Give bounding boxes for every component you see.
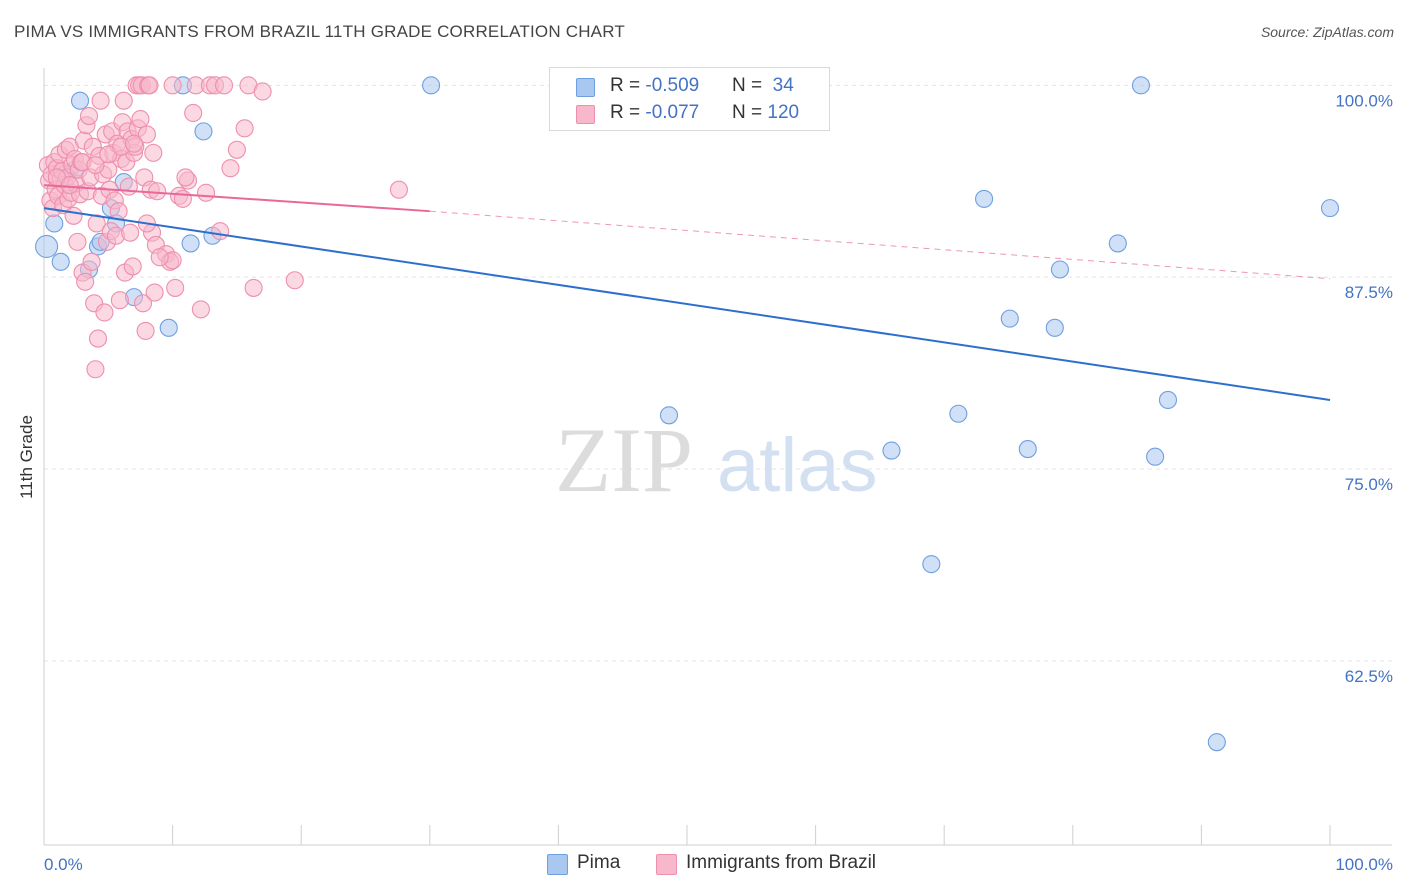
- pima-point: [1158, 390, 1178, 410]
- x-tick-label-min: 0.0%: [44, 855, 83, 874]
- brazil-point: [211, 222, 230, 241]
- pima-point: [1018, 440, 1037, 459]
- y-tick-label: 100.0%: [1335, 91, 1393, 110]
- brazil-point: [163, 76, 182, 95]
- pima-point: [1207, 733, 1226, 752]
- stats-legend: R = -0.509 N = 34 R = -0.077 N = 120: [549, 67, 830, 131]
- brazil-point: [95, 303, 114, 322]
- pima-point: [1320, 199, 1340, 218]
- pima-point: [51, 252, 70, 271]
- brazil-point: [88, 329, 108, 348]
- pima-point: [181, 234, 200, 253]
- pima-point: [659, 406, 679, 425]
- pima-point: [1045, 318, 1064, 337]
- brazil-point: [166, 278, 185, 297]
- series-legend: Pima Immigrants from Brazil: [0, 852, 1406, 878]
- brazil-point: [148, 182, 167, 201]
- brazil-point: [87, 214, 106, 233]
- pima-point: [1131, 76, 1151, 95]
- legend-swatch-brazil: [576, 105, 595, 124]
- pima-point: [949, 404, 968, 423]
- x-tick-label-max: 100.0%: [1335, 855, 1393, 874]
- source-label: Source: ZipAtlas.com: [1260, 24, 1394, 40]
- brazil-point: [124, 134, 144, 153]
- brazil-point: [214, 76, 234, 95]
- pima-point: [422, 76, 441, 95]
- legend-r-brazil: R = -0.077: [610, 102, 700, 123]
- legend-label-brazil: Immigrants from Brazil: [686, 852, 877, 873]
- brazil-point: [76, 272, 95, 291]
- trend-lines: [43, 184, 1331, 401]
- legend-n-brazil: N = 120: [732, 102, 800, 123]
- brazil-point: [253, 82, 272, 101]
- brazil-point: [109, 202, 128, 221]
- pima-point: [159, 318, 178, 337]
- brazil-point: [173, 189, 192, 208]
- brazil-point: [119, 177, 138, 196]
- brazil-point: [136, 321, 155, 340]
- brazil-point: [140, 76, 159, 95]
- pima-point: [1146, 447, 1165, 466]
- watermark-zip: ZIP: [555, 409, 693, 511]
- legend-r-pima: R = -0.509: [610, 75, 700, 96]
- brazil-point: [133, 294, 153, 313]
- brazil-point: [86, 360, 105, 379]
- brazil-point: [131, 110, 150, 129]
- brazil-point: [123, 257, 142, 276]
- brazil-point: [191, 300, 210, 319]
- legend-n-pima: N = 34: [732, 75, 794, 96]
- brazil-trend-extension: [429, 210, 1331, 280]
- brazil-point: [235, 119, 254, 138]
- brazil-point: [110, 291, 129, 310]
- brazil-point: [196, 183, 216, 202]
- legend-swatch-pima-bottom: [547, 854, 568, 875]
- pima-point: [1108, 234, 1127, 253]
- axes: [43, 68, 1392, 846]
- brazil-point: [121, 223, 140, 242]
- pima-point: [70, 91, 90, 110]
- brazil-point: [176, 168, 195, 187]
- watermark-atlas: atlas: [717, 423, 878, 508]
- brazil-point: [64, 206, 83, 225]
- y-tick-label: 62.5%: [1345, 667, 1393, 686]
- y-tick-label: 87.5%: [1345, 283, 1393, 302]
- brazil-point: [60, 176, 79, 195]
- brazil-point: [82, 252, 101, 271]
- brazil-point: [150, 248, 169, 267]
- tick-labels: 100.0% 87.5% 75.0% 62.5% 0.0% 100.0%: [44, 91, 1393, 874]
- brazil-point: [144, 143, 163, 162]
- brazil-point: [114, 91, 133, 110]
- brazil-point: [227, 140, 246, 159]
- brazil-trend-line: [43, 184, 430, 213]
- chart-title: PIMA VS IMMIGRANTS FROM BRAZIL 11TH GRAD…: [14, 22, 625, 41]
- legend-swatch-brazil-bottom: [656, 854, 677, 875]
- grid: [44, 84, 1392, 662]
- pima-point: [194, 122, 213, 141]
- brazil-point: [68, 232, 87, 251]
- y-tick-label: 75.0%: [1345, 475, 1393, 494]
- brazil-point: [79, 106, 99, 126]
- pima-point: [35, 234, 59, 259]
- brazil-point: [137, 125, 156, 144]
- brazil-point: [244, 278, 263, 297]
- brazil-point: [221, 159, 240, 178]
- pima-point: [45, 214, 64, 233]
- pima-point: [922, 555, 941, 574]
- brazil-point: [91, 91, 110, 110]
- brazil-point: [184, 103, 203, 123]
- pima-trend-line: [43, 207, 1331, 401]
- legend-label-pima: Pima: [577, 852, 621, 873]
- pima-point: [1000, 309, 1019, 328]
- pima-point: [975, 189, 994, 208]
- brazil-point: [389, 180, 408, 199]
- brazil-points: [38, 76, 408, 379]
- brazil-point: [86, 156, 105, 175]
- brazil-point: [145, 283, 164, 302]
- watermark: ZIP atlas: [555, 409, 878, 511]
- brazil-point: [285, 271, 304, 290]
- pima-point: [882, 441, 901, 460]
- legend-swatch-pima: [576, 78, 595, 97]
- pima-point: [1050, 260, 1069, 279]
